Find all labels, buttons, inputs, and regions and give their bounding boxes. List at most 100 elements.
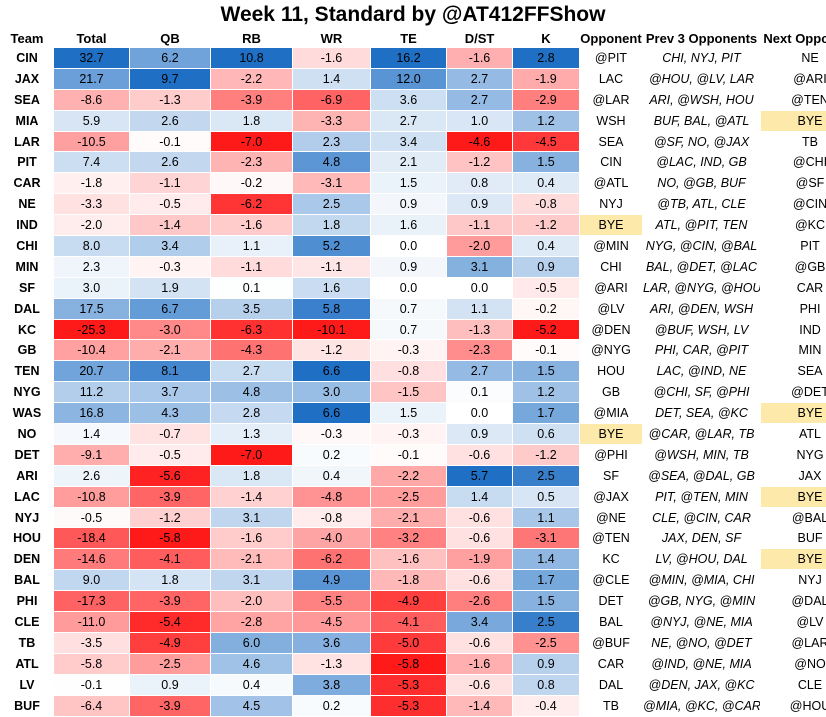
team-cell: LV — [1, 674, 54, 695]
te-cell: -1.6 — [371, 549, 447, 570]
wr-cell: 6.6 — [293, 403, 371, 424]
prev-3-opponents-cell: NYG, @CIN, @BAL — [643, 236, 761, 257]
te-cell: 0.7 — [371, 298, 447, 319]
opponent-cell: BYE — [580, 424, 643, 445]
opponent-cell: CAR — [580, 653, 643, 674]
next-opponent-cell: @BAL — [761, 507, 826, 528]
rb-cell: -2.0 — [211, 591, 293, 612]
dst-cell: -0.6 — [447, 507, 513, 528]
te-cell: 1.5 — [371, 403, 447, 424]
next-opponent-cell: @HOU — [761, 695, 826, 716]
total-cell: 2.6 — [54, 465, 130, 486]
te-cell: -1.5 — [371, 382, 447, 403]
header-wr: WR — [293, 30, 371, 48]
next-opponent-cell: @CHI — [761, 152, 826, 173]
next-opponent-cell: NE — [761, 48, 826, 69]
k-cell: 1.5 — [513, 152, 580, 173]
k-cell: 1.5 — [513, 591, 580, 612]
k-cell: -1.9 — [513, 68, 580, 89]
opponent-cell: NYJ — [580, 194, 643, 215]
dst-cell: 1.1 — [447, 298, 513, 319]
te-cell: -0.1 — [371, 444, 447, 465]
dst-cell: -1.6 — [447, 48, 513, 69]
dst-cell: -2.3 — [447, 340, 513, 361]
team-cell: SEA — [1, 89, 54, 110]
qb-cell: 1.9 — [130, 277, 211, 298]
total-cell: 2.3 — [54, 256, 130, 277]
team-cell: DAL — [1, 298, 54, 319]
qb-cell: 9.7 — [130, 68, 211, 89]
rb-cell: 2.7 — [211, 361, 293, 382]
te-cell: 1.6 — [371, 215, 447, 236]
k-cell: -0.2 — [513, 298, 580, 319]
team-cell: CIN — [1, 48, 54, 69]
opponent-cell: @CLE — [580, 570, 643, 591]
k-cell: 1.5 — [513, 361, 580, 382]
qb-cell: -1.1 — [130, 173, 211, 194]
next-opponent-cell: @GB — [761, 256, 826, 277]
header-team: Team — [1, 30, 54, 48]
k-cell: -3.1 — [513, 528, 580, 549]
rb-cell: 4.6 — [211, 653, 293, 674]
dst-cell: -1.4 — [447, 695, 513, 716]
dst-cell: 2.7 — [447, 361, 513, 382]
qb-cell: -1.3 — [130, 89, 211, 110]
total-cell: -11.0 — [54, 612, 130, 633]
team-cell: KC — [1, 319, 54, 340]
next-opponent-cell: MIN — [761, 340, 826, 361]
qb-cell: -5.6 — [130, 465, 211, 486]
dst-cell: 5.7 — [447, 465, 513, 486]
wr-cell: 2.3 — [293, 131, 371, 152]
qb-cell: 2.6 — [130, 110, 211, 131]
team-cell: NYJ — [1, 507, 54, 528]
total-cell: 3.0 — [54, 277, 130, 298]
total-cell: 8.0 — [54, 236, 130, 257]
wr-cell: 1.4 — [293, 68, 371, 89]
total-cell: -25.3 — [54, 319, 130, 340]
opponent-cell: @PHI — [580, 444, 643, 465]
header-total: Total — [54, 30, 130, 48]
wr-cell: 4.8 — [293, 152, 371, 173]
team-cell: NO — [1, 424, 54, 445]
qb-cell: 6.7 — [130, 298, 211, 319]
wr-cell: -1.1 — [293, 256, 371, 277]
rb-cell: -7.0 — [211, 444, 293, 465]
prev-3-opponents-cell: @IND, @NE, MIA — [643, 653, 761, 674]
dst-cell: -2.6 — [447, 591, 513, 612]
next-opponent-cell: IND — [761, 319, 826, 340]
wr-cell: 3.0 — [293, 382, 371, 403]
opponent-cell: @PIT — [580, 48, 643, 69]
prev-3-opponents-cell: LAC, @IND, NE — [643, 361, 761, 382]
qb-cell: -1.4 — [130, 215, 211, 236]
qb-cell: -2.5 — [130, 653, 211, 674]
total-cell: -9.1 — [54, 444, 130, 465]
qb-cell: -3.9 — [130, 695, 211, 716]
header-row: Team Total QB RB WR TE D/ST K Opponent P… — [1, 30, 826, 48]
total-cell: -18.4 — [54, 528, 130, 549]
wr-cell: 3.6 — [293, 632, 371, 653]
prev-3-opponents-cell: @WSH, MIN, TB — [643, 444, 761, 465]
te-cell: -2.1 — [371, 507, 447, 528]
qb-cell: -0.5 — [130, 444, 211, 465]
prev-3-opponents-cell: BUF, BAL, @ATL — [643, 110, 761, 131]
next-opponent-cell: @LAR — [761, 632, 826, 653]
k-cell: 2.5 — [513, 465, 580, 486]
opponent-cell: @DEN — [580, 319, 643, 340]
team-cell: NE — [1, 194, 54, 215]
total-cell: 32.7 — [54, 48, 130, 69]
qb-cell: 2.6 — [130, 152, 211, 173]
dst-cell: -0.6 — [447, 570, 513, 591]
wr-cell: 6.6 — [293, 361, 371, 382]
next-opponent-cell: @KC — [761, 215, 826, 236]
qb-cell: -5.8 — [130, 528, 211, 549]
k-cell: -0.8 — [513, 194, 580, 215]
team-cell: BUF — [1, 695, 54, 716]
